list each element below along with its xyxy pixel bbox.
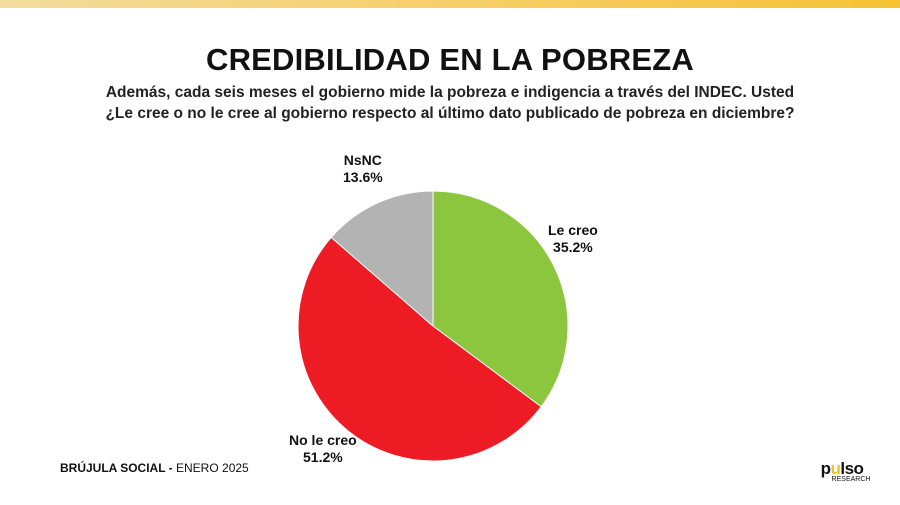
footer-date: ENERO 2025	[172, 461, 249, 475]
slice-label-no-le-creo: No le creo 51.2%	[289, 432, 357, 466]
slice-label-text: NsNC	[343, 152, 382, 168]
pie-slice-no-le-creo	[297, 236, 542, 462]
pie-slice-le-creo	[432, 190, 569, 408]
pie-slice-nsnc	[330, 190, 434, 328]
slice-label-nsnc: NsNC 13.6%	[343, 152, 383, 186]
slice-value-text: 51.2%	[303, 449, 343, 465]
top-accent-bar	[0, 0, 900, 8]
logo-text-a: p	[820, 459, 831, 478]
chart-title: CREDIBILIDAD EN LA POBREZA	[205, 42, 694, 77]
logo-text-b: u	[830, 459, 841, 478]
slice-label-le-creo: Le creo 35.2%	[548, 222, 598, 256]
footer-brand: BRÚJULA SOCIAL -	[60, 461, 173, 475]
slice-label-text: No le creo	[289, 432, 357, 448]
subtitle-line-1: Además, cada seis meses el gobierno mide…	[105, 84, 795, 101]
slice-value-text: 35.2%	[553, 239, 593, 255]
chart-subtitle: Además, cada seis meses el gobierno mide…	[0, 82, 900, 124]
footer-source: BRÚJULA SOCIAL - ENERO 2025	[60, 461, 249, 475]
slice-label-text: Le creo	[548, 222, 598, 238]
logo-subtext: RESEARCH	[831, 476, 871, 483]
slice-value-text: 13.6%	[343, 169, 383, 185]
pulso-research-logo: pulso RESEARCH	[812, 459, 872, 483]
subtitle-line-2: ¿Le cree o no le cree al gobierno respec…	[105, 105, 795, 122]
logo-text-c: lso	[840, 459, 864, 478]
